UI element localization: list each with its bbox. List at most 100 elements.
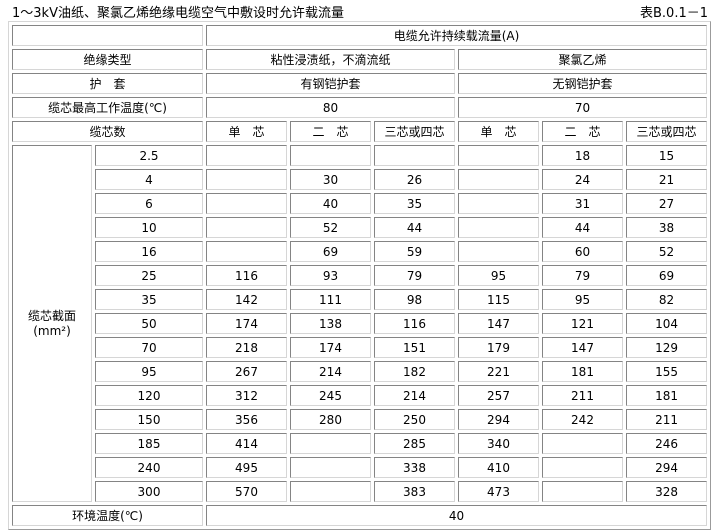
value-cell: 211 [626,409,708,430]
value-cell: 138 [290,313,371,334]
size-cell: 240 [95,457,203,478]
value-cell [458,169,539,190]
sheath-type-cell: 有钢铠护套 [206,73,455,94]
value-cell: 181 [626,385,708,406]
value-cell: 179 [458,337,539,358]
table-row: 120 312 245 214 257 211 181 [12,385,708,406]
section-label-line2: (mm²) [33,323,71,338]
core-column-cell: 二 芯 [542,121,623,142]
value-cell: 82 [626,289,708,310]
table-row: 4 30 26 24 21 [12,169,708,190]
section-label-line1: 缆芯截面 [27,308,76,323]
header-row-core-count: 缆芯数 单 芯 二 芯 三芯或四芯 单 芯 二 芯 三芯或四芯 [12,121,708,142]
insulation-type-cell: 粘性浸渍纸，不滴流纸 [206,49,455,70]
value-cell: 79 [542,265,623,286]
value-cell: 44 [374,217,455,238]
value-cell: 111 [290,289,371,310]
core-count-label-cell: 缆芯数 [12,121,203,142]
value-cell: 174 [290,337,371,358]
value-cell: 338 [374,457,455,478]
ambient-temp-label-cell: 环境温度(℃) [12,505,203,526]
table-row: 10 52 44 44 38 [12,217,708,238]
value-cell [458,145,539,166]
value-cell: 257 [458,385,539,406]
value-cell: 495 [206,457,287,478]
value-cell: 60 [542,241,623,262]
value-cell: 294 [458,409,539,430]
value-cell: 383 [374,481,455,502]
size-cell: 25 [95,265,203,286]
insulation-label-cell: 绝缘类型 [12,49,203,70]
size-cell: 4 [95,169,203,190]
value-cell: 69 [290,241,371,262]
core-column-cell: 三芯或四芯 [374,121,455,142]
value-cell [206,169,287,190]
value-cell: 147 [458,313,539,334]
value-cell: 31 [542,193,623,214]
value-cell: 214 [290,361,371,382]
value-cell: 294 [626,457,708,478]
header-row-capacity: 电缆允许持续载流量(A) [12,25,708,46]
table-body: 缆芯截面 (mm²) 2.5 18 15 4 30 26 24 21 6 40 35 31 27 10 52 44… [12,145,708,502]
header-row-insulation: 绝缘类型 粘性浸渍纸，不滴流纸 聚氯乙烯 [12,49,708,70]
value-cell: 155 [626,361,708,382]
value-cell: 95 [458,265,539,286]
value-cell [290,145,371,166]
table-row: 35 142 111 98 115 95 82 [12,289,708,310]
table-row: 70 218 174 151 179 147 129 [12,337,708,358]
value-cell: 52 [290,217,371,238]
ambient-temp-value-cell: 40 [206,505,708,526]
value-cell: 59 [374,241,455,262]
value-cell [542,481,623,502]
size-cell: 10 [95,217,203,238]
value-cell: 218 [206,337,287,358]
page-title: 1～3kV油纸、聚氯乙烯绝缘电缆空气中敷设时允许载流量 [12,5,344,21]
size-cell: 6 [95,193,203,214]
value-cell: 15 [626,145,708,166]
value-cell: 250 [374,409,455,430]
value-cell: 312 [206,385,287,406]
core-column-cell: 单 芯 [458,121,539,142]
value-cell [542,433,623,454]
value-cell: 116 [206,265,287,286]
value-cell: 356 [206,409,287,430]
value-cell [206,217,287,238]
value-cell [374,145,455,166]
table-ref: 表B.0.1－1 [640,5,708,21]
value-cell: 98 [374,289,455,310]
insulation-type-cell: 聚氯乙烯 [458,49,708,70]
value-cell: 69 [626,265,708,286]
value-cell: 142 [206,289,287,310]
sheath-label-cell: 护 套 [12,73,203,94]
value-cell: 245 [290,385,371,406]
value-cell: 116 [374,313,455,334]
value-cell: 473 [458,481,539,502]
table-header: 电缆允许持续载流量(A) 绝缘类型 粘性浸渍纸，不滴流纸 聚氯乙烯 护 套 有钢… [12,25,708,142]
value-cell: 121 [542,313,623,334]
value-cell [206,193,287,214]
value-cell: 340 [458,433,539,454]
table-row: 25 116 93 79 95 79 69 [12,265,708,286]
value-cell: 115 [458,289,539,310]
value-cell [290,433,371,454]
footer-row-ambient-temp: 环境温度(℃) 40 [12,505,708,526]
value-cell: 410 [458,457,539,478]
value-cell: 52 [626,241,708,262]
value-cell: 181 [542,361,623,382]
size-cell: 16 [95,241,203,262]
value-cell: 285 [374,433,455,454]
size-cell: 2.5 [95,145,203,166]
value-cell: 95 [542,289,623,310]
empty-corner-cell [12,25,203,46]
table-row: 150 356 280 250 294 242 211 [12,409,708,430]
value-cell [458,217,539,238]
size-cell: 300 [95,481,203,502]
table-caption: 1～3kV油纸、聚氯乙烯绝缘电缆空气中敷设时允许载流量 表B.0.1－1 [8,0,712,21]
capacity-title-cell: 电缆允许持续载流量(A) [206,25,708,46]
value-cell [542,457,623,478]
size-cell: 35 [95,289,203,310]
value-cell: 79 [374,265,455,286]
value-cell: 30 [290,169,371,190]
value-cell: 221 [458,361,539,382]
